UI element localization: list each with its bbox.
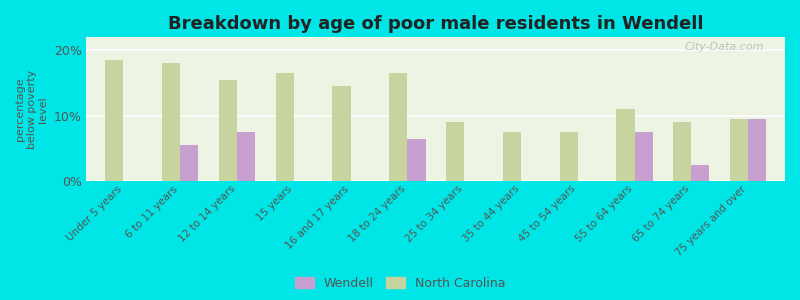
Bar bbox=[237, 132, 255, 181]
Legend: Wendell, North Carolina: Wendell, North Carolina bbox=[291, 273, 509, 294]
Title: Breakdown by age of poor male residents in Wendell: Breakdown by age of poor male residents … bbox=[168, 15, 703, 33]
Bar bbox=[219, 80, 237, 181]
Bar bbox=[616, 109, 634, 181]
Bar bbox=[748, 119, 766, 181]
Bar bbox=[180, 145, 198, 181]
Bar bbox=[162, 64, 180, 181]
Bar bbox=[332, 86, 350, 181]
Bar bbox=[446, 122, 464, 181]
Bar bbox=[276, 73, 294, 181]
Bar bbox=[559, 132, 578, 181]
Y-axis label: percentage
below poverty
level: percentage below poverty level bbox=[15, 70, 48, 149]
Text: City-Data.com: City-Data.com bbox=[685, 42, 764, 52]
Bar bbox=[106, 60, 123, 181]
Bar bbox=[407, 139, 426, 181]
Bar bbox=[634, 132, 653, 181]
Bar bbox=[691, 165, 710, 181]
Bar bbox=[389, 73, 407, 181]
Bar bbox=[730, 119, 748, 181]
Bar bbox=[502, 132, 521, 181]
Bar bbox=[673, 122, 691, 181]
